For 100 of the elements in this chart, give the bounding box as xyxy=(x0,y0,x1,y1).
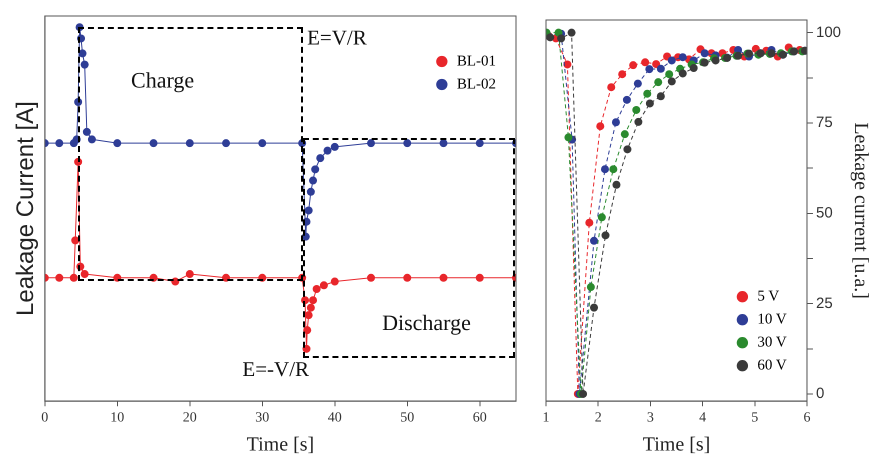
point xyxy=(78,49,86,58)
y-tick-label: 25 xyxy=(816,294,833,312)
annotation: Discharge xyxy=(382,310,471,335)
point xyxy=(600,165,609,174)
point xyxy=(563,60,572,68)
point xyxy=(476,274,484,282)
point xyxy=(113,139,122,148)
point xyxy=(186,270,194,278)
point xyxy=(623,145,632,154)
point xyxy=(55,139,64,148)
point xyxy=(652,60,660,68)
point xyxy=(612,118,620,126)
point xyxy=(568,28,576,37)
point xyxy=(320,281,328,290)
point xyxy=(598,213,606,222)
point xyxy=(665,70,674,78)
point xyxy=(656,64,665,73)
legend-label: 30 V xyxy=(757,334,787,351)
point xyxy=(71,236,80,244)
point xyxy=(590,304,598,312)
point xyxy=(324,146,332,155)
point xyxy=(656,92,665,100)
point xyxy=(330,278,339,286)
point xyxy=(634,80,642,88)
point xyxy=(634,118,642,126)
point xyxy=(620,130,629,138)
x-tick-label: 20 xyxy=(182,410,197,426)
point xyxy=(609,165,618,174)
x-tick-label: 10 xyxy=(110,410,124,426)
point xyxy=(579,390,588,398)
point xyxy=(586,283,595,292)
point xyxy=(678,53,687,62)
point xyxy=(585,218,594,227)
x-tick-label: 5 xyxy=(751,410,758,426)
legend-label: 5 V xyxy=(757,288,780,305)
annotation: E=V/R xyxy=(307,26,367,50)
point xyxy=(150,139,158,148)
point xyxy=(70,274,78,282)
y-axis-title: Leakage current [u.a.] xyxy=(850,122,872,299)
point xyxy=(440,139,448,148)
x-tick-label: 2 xyxy=(594,410,602,426)
point xyxy=(557,34,566,42)
point xyxy=(690,64,698,72)
y-axis-title: Leakage Current [A] xyxy=(12,101,40,316)
point xyxy=(612,180,620,189)
point xyxy=(618,70,626,78)
x-tick-label: 50 xyxy=(400,410,414,426)
x-tick-label: 60 xyxy=(472,410,487,426)
point xyxy=(80,60,89,69)
point xyxy=(590,236,598,245)
legend-label: 10 V xyxy=(757,312,787,328)
point xyxy=(330,142,339,151)
x-tick-label: 3 xyxy=(646,410,654,426)
point xyxy=(646,99,654,108)
point xyxy=(258,139,266,148)
point xyxy=(403,274,412,282)
point xyxy=(55,274,64,282)
annotation: E=-V/R xyxy=(242,356,310,381)
point xyxy=(668,56,676,64)
point xyxy=(367,139,376,148)
point xyxy=(306,188,315,196)
x-tick-label: 0 xyxy=(41,410,48,426)
point xyxy=(306,304,315,312)
y-tick-label: 50 xyxy=(816,204,833,222)
point xyxy=(564,133,572,142)
y-tick-label: 75 xyxy=(816,114,833,132)
point xyxy=(88,135,96,144)
point xyxy=(367,274,376,282)
point xyxy=(622,96,631,104)
point xyxy=(309,296,318,304)
y-tick-label: 0 xyxy=(816,385,824,402)
point xyxy=(403,139,412,148)
point xyxy=(654,78,662,86)
legend-label: BL-02 xyxy=(456,76,496,92)
point xyxy=(304,311,313,320)
point xyxy=(222,139,230,148)
x-tick-label: 1 xyxy=(542,410,550,426)
point xyxy=(186,139,194,148)
point xyxy=(629,61,638,70)
point xyxy=(316,154,324,162)
x-axis-title: Time [s] xyxy=(246,433,314,456)
point xyxy=(311,165,320,174)
point xyxy=(632,106,640,114)
point xyxy=(700,49,709,58)
point xyxy=(643,90,652,98)
point xyxy=(80,270,89,278)
annotation: Charge xyxy=(131,67,194,92)
point xyxy=(82,128,91,136)
point xyxy=(309,176,318,185)
point xyxy=(607,83,616,92)
y-tick-label: 100 xyxy=(816,24,842,41)
point xyxy=(602,231,610,240)
point xyxy=(596,122,604,130)
x-axis-title: Time [s] xyxy=(642,433,710,456)
point xyxy=(678,69,687,78)
point xyxy=(303,326,312,334)
x-tick-label: 6 xyxy=(803,410,810,426)
point xyxy=(304,206,313,214)
point xyxy=(668,77,676,86)
point xyxy=(641,58,650,66)
